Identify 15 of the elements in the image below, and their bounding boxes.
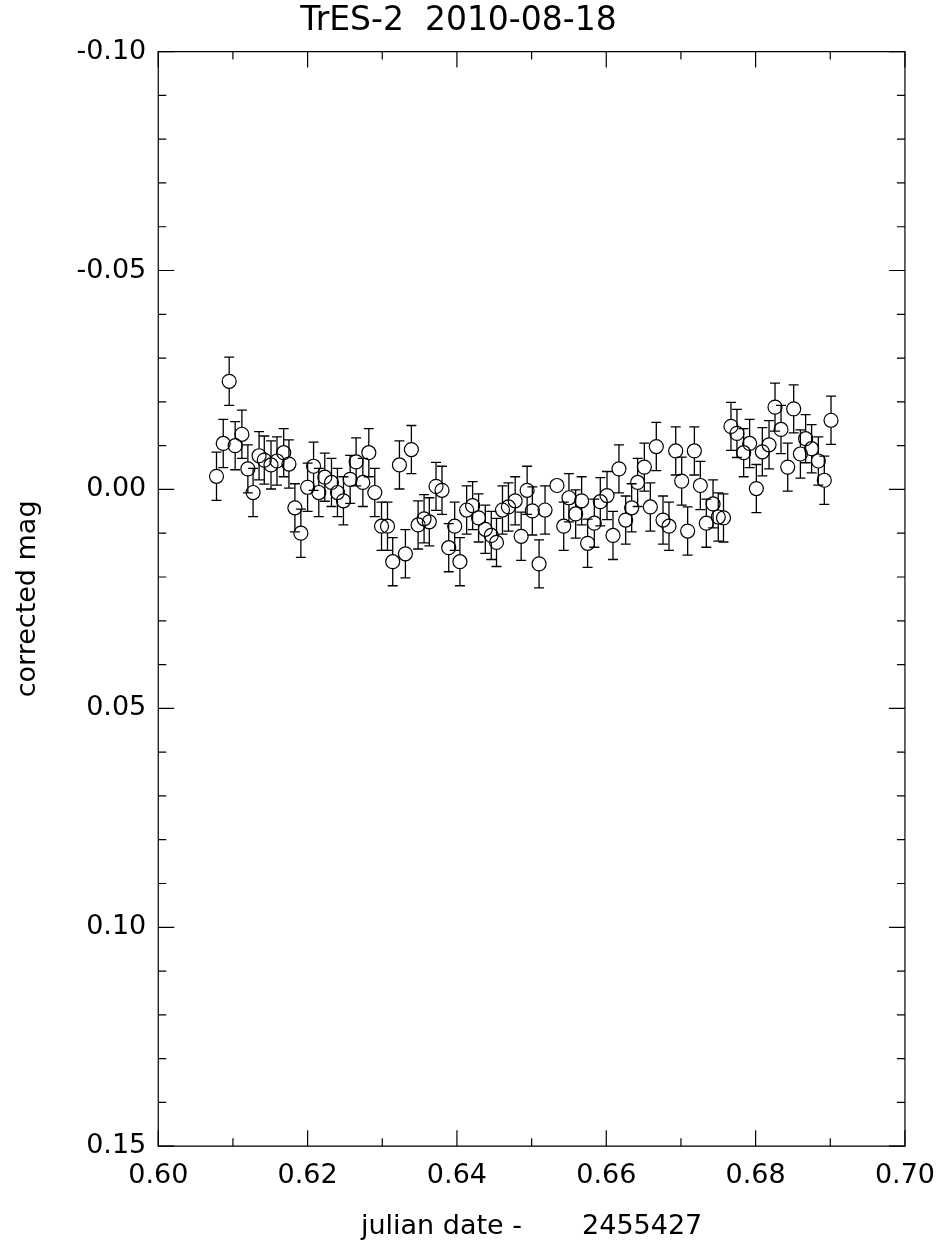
y-tick-label: 0.10 (86, 909, 147, 941)
x-tick-label: 0.62 (277, 1158, 338, 1190)
y-tick-label: -0.05 (76, 252, 147, 284)
y-tick-label: 0.05 (86, 690, 147, 722)
x-tick-label: 0.60 (128, 1158, 189, 1190)
x-axis-title: julian date - 2455427 (359, 1208, 703, 1240)
y-tick-label: -0.10 (76, 33, 147, 65)
y-tick-label: 0.00 (86, 471, 147, 503)
y-tick-label: 0.15 (86, 1128, 147, 1160)
x-tick-label: 0.68 (725, 1158, 786, 1190)
chart-title: TrES-2 2010-08-18 (299, 0, 617, 39)
y-axis-title: corrected mag (10, 500, 42, 698)
x-tick-label: 0.66 (576, 1158, 637, 1190)
x-tick-label: 0.70 (874, 1158, 935, 1190)
x-tick-label: 0.64 (426, 1158, 487, 1190)
